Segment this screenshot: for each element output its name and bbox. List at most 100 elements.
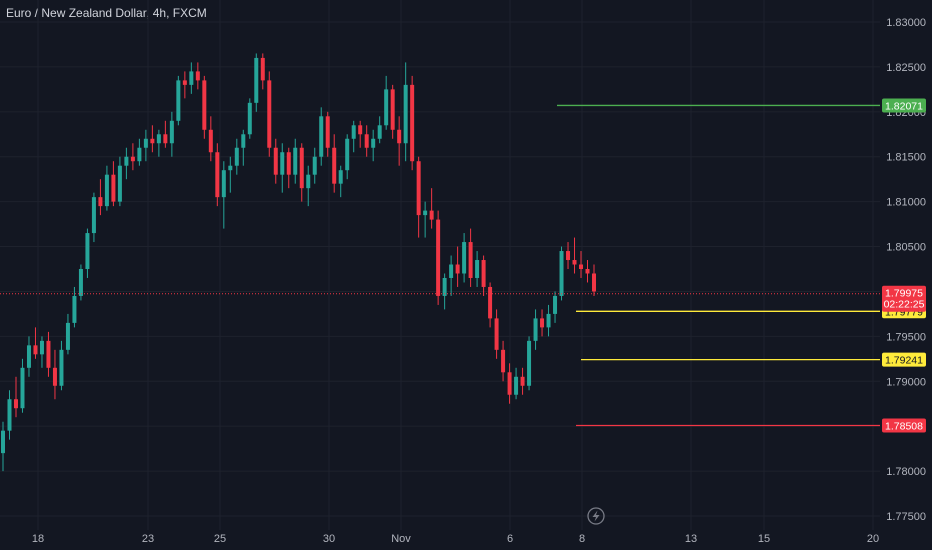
candle (527, 336, 532, 391)
candle-body (280, 152, 285, 175)
candle (234, 138, 239, 175)
candle (85, 228, 90, 278)
candle (403, 62, 408, 162)
candle (436, 210, 441, 305)
candle (553, 291, 558, 323)
candle-body (104, 174, 109, 207)
candle (182, 71, 187, 99)
candle (559, 246, 564, 301)
candle-body (488, 286, 493, 319)
candle (338, 165, 343, 198)
candle-body (182, 80, 187, 85)
candle (72, 286, 77, 328)
candle (65, 313, 70, 355)
candle-body (319, 116, 324, 157)
candle (208, 116, 213, 162)
candle-body (416, 161, 421, 216)
candle (137, 138, 142, 166)
candle (410, 75, 415, 171)
candle-body (371, 138, 376, 148)
time-tick-label: 13 (685, 533, 697, 545)
candle (429, 188, 434, 229)
candle (364, 125, 369, 157)
candle (481, 255, 486, 296)
candle (221, 161, 226, 229)
candle (1, 421, 5, 472)
level-price-tag-label: 1.78508 (885, 420, 923, 432)
candle (475, 251, 480, 287)
price-axis[interactable]: 1.830001.825001.820001.815001.810001.805… (886, 17, 926, 523)
candle-body (546, 313, 551, 328)
candles (1, 53, 596, 472)
candle-body (306, 174, 311, 189)
level-price-tag-bg (882, 352, 926, 367)
time-tick-label: 25 (214, 533, 226, 545)
candle (572, 237, 577, 274)
candle (39, 336, 44, 368)
candle-body (553, 295, 558, 314)
candle-body (46, 340, 51, 368)
candle-body (579, 264, 584, 269)
candle (494, 309, 499, 359)
candle (280, 143, 285, 193)
candle-body (527, 340, 532, 386)
candle-body (462, 242, 467, 274)
candle-body (345, 138, 350, 171)
price-tick-label: 1.79000 (886, 376, 926, 388)
candle-body (189, 71, 194, 85)
candle-body (52, 367, 57, 386)
candle-body (20, 367, 25, 409)
chart-title: Euro / New Zealand Dollar, 4h, FXCM (6, 6, 207, 20)
level-price-tag-label: 1.79241 (885, 355, 923, 367)
bolt-icon[interactable] (587, 507, 605, 525)
candle (442, 273, 447, 310)
candle-body (501, 349, 506, 373)
current-price-tag-bg (882, 285, 926, 312)
candle-body (39, 340, 44, 355)
candle-body (163, 134, 168, 144)
candle-body (124, 156, 129, 166)
candle-body (143, 138, 148, 148)
candle (566, 242, 571, 269)
candle (533, 309, 538, 350)
candle-body (494, 318, 499, 350)
candle-body (475, 260, 480, 278)
candle (462, 233, 467, 283)
candle-body (59, 349, 64, 386)
candle (143, 129, 148, 162)
candle (455, 246, 460, 287)
candle-body (260, 57, 265, 81)
candle-body (377, 125, 382, 139)
time-axis[interactable]: 18 23 25 30 Nov 6 8 13 15 20 (32, 533, 879, 545)
candle-body (195, 71, 200, 81)
candle (312, 147, 317, 184)
candle (507, 363, 512, 404)
time-tick-label: 20 (867, 533, 879, 545)
candle-body (325, 116, 330, 148)
candle (78, 264, 83, 301)
candle-body (33, 345, 38, 355)
level-price-tag-bg (882, 98, 926, 113)
candle (124, 147, 129, 180)
candle-body (514, 376, 519, 395)
candle-body (111, 174, 116, 202)
candle-body (351, 125, 356, 139)
candle (423, 201, 428, 238)
countdown-label: 02:22:25 (884, 299, 925, 311)
candle (299, 143, 304, 202)
candle (319, 107, 324, 166)
level-price-tag: 1.82071 (882, 98, 926, 113)
candle (104, 165, 109, 211)
candle-body (533, 318, 538, 341)
candle-body (410, 84, 415, 162)
candle-body (1, 430, 5, 454)
candle-body (130, 156, 135, 162)
candle-body (442, 277, 447, 296)
candle (325, 111, 330, 157)
candle (215, 143, 220, 207)
price-tags: 1.820711.797791.792411.785081.7997502:22… (882, 98, 926, 433)
level-price-tag: 1.79241 (882, 352, 926, 367)
price-tick-label: 1.80500 (886, 242, 926, 254)
